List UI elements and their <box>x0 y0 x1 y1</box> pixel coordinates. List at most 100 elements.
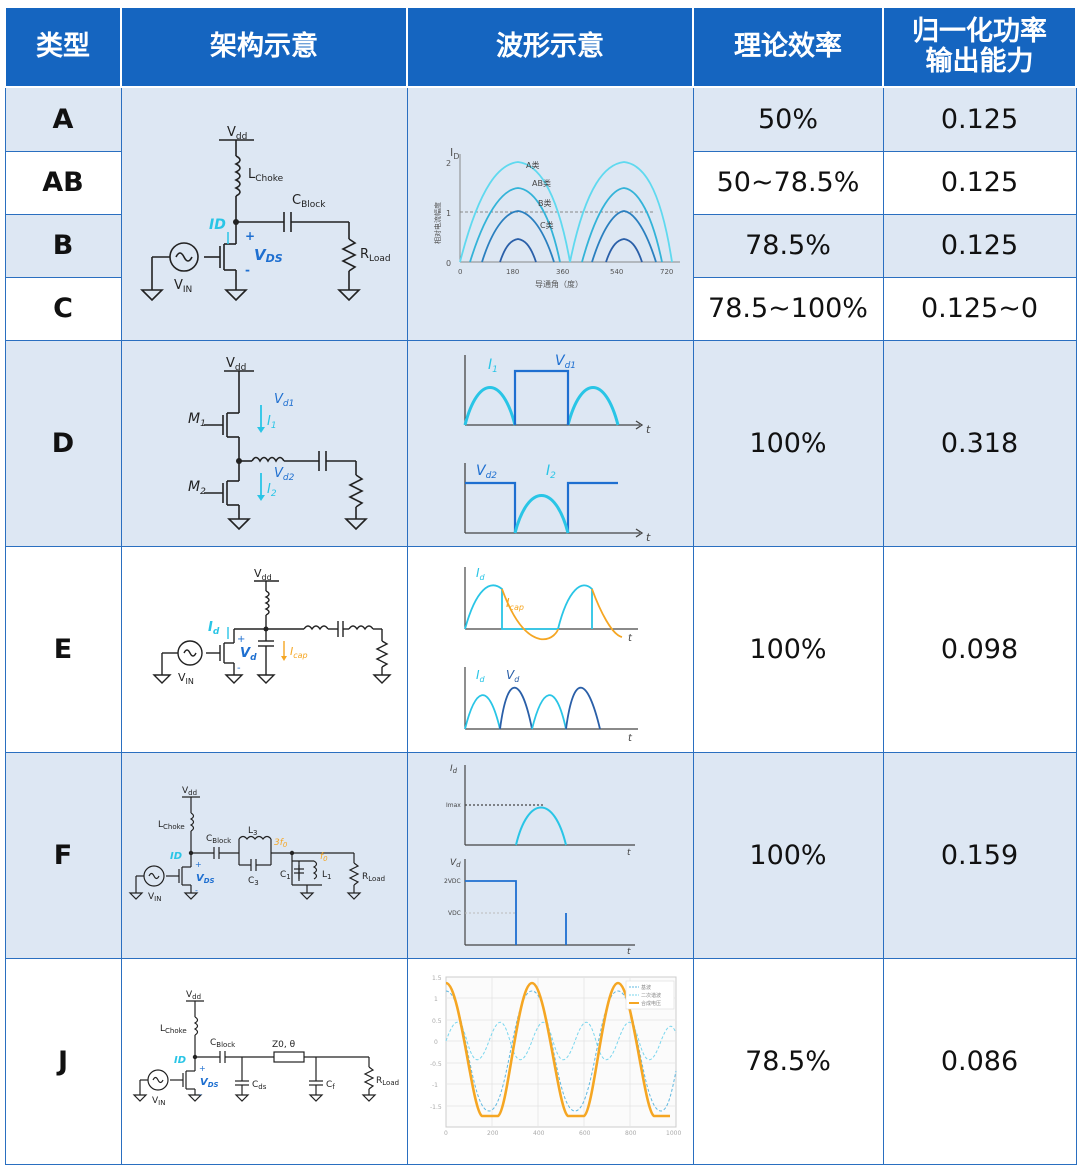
e-wave-vd: V <box>506 668 515 682</box>
svg-text:VIN: VIN <box>178 671 194 686</box>
j-combined-wave <box>445 981 670 1118</box>
power-cell-d: 0.318 <box>882 339 1077 547</box>
svg-text:Vd1: Vd1 <box>274 392 294 409</box>
j-minus: - <box>199 1090 202 1099</box>
d-vd1-wave <box>513 369 570 425</box>
legend-ab: AB类 <box>532 178 551 188</box>
svg-text:Vd2: Vd2 <box>476 463 497 481</box>
f-vdc-label: VDC <box>448 910 461 917</box>
j-legend-2: 合成电压 <box>641 1000 661 1007</box>
e-icap-label: I <box>290 645 293 658</box>
architecture-cell-j: Vdd LChoke CBlock Z0, θ Cds Cf RLoad VIN… <box>120 957 408 1165</box>
svg-text:C1: C1 <box>280 870 291 881</box>
e-plus: + <box>237 634 245 645</box>
f-rload-label: R <box>362 872 368 882</box>
svg-text:VDS: VDS <box>196 873 215 885</box>
class-c-curve-1 <box>499 237 537 263</box>
f-imax-label: Imax <box>446 802 461 809</box>
svg-text:CBlock: CBlock <box>206 834 232 845</box>
m2-label: M <box>188 479 200 495</box>
svg-text:ID: ID <box>450 146 459 161</box>
waveform-cell-f: Id Imax Vd 2VDC VDC t t <box>406 751 694 959</box>
class-d-waveform-chart: I1 Vd1 Vd2 I2 t t <box>463 353 651 543</box>
class-abc-waveform-chart: ID 0 1 2 0 180 360 540 720 导通角（度） 相对电流幅度… <box>433 146 680 289</box>
svg-text:Cds: Cds <box>252 1080 267 1091</box>
svg-text:I2: I2 <box>546 463 556 481</box>
f-id-label: ID <box>170 851 182 862</box>
d-vd2-label: V <box>274 466 284 481</box>
j-ytick-4: -0.5 <box>430 1061 442 1068</box>
power-cell-a: 0.125 <box>882 86 1077 152</box>
svg-text:Vd2: Vd2 <box>274 466 295 483</box>
type-cell-j: J <box>4 957 122 1165</box>
svg-text:Vd: Vd <box>240 646 257 663</box>
d-vd2-wave-2 <box>566 481 618 533</box>
class-f-waveform-chart: Id Imax Vd 2VDC VDC t t <box>444 764 635 955</box>
svg-text:Id: Id <box>476 668 486 684</box>
svg-text:Id: Id <box>450 764 458 775</box>
svg-text:RLoad: RLoad <box>362 872 385 883</box>
table-row-f: F <box>4 751 1077 959</box>
j-rload-label: R <box>376 1076 382 1086</box>
e-minus: - <box>237 663 241 674</box>
class-a-curve-2 <box>569 160 673 262</box>
abc-x-axis-title: 导通角（度） <box>535 279 583 289</box>
legend-b: B类 <box>538 198 552 208</box>
efficiency-cell-c: 78.5~100% <box>692 276 884 341</box>
efficiency-cell-b: 78.5% <box>692 213 884 278</box>
svg-text:Vd1: Vd1 <box>555 353 576 371</box>
j-xtick-4: 800 <box>625 1130 637 1137</box>
f-id-wave <box>515 806 567 846</box>
f-minus: - <box>195 886 198 895</box>
f-wave-vd: V <box>450 858 457 868</box>
j-xtick-0: 0 <box>444 1130 448 1137</box>
vin-label: V <box>174 278 183 293</box>
d-wave-vd1: V <box>555 353 566 369</box>
class-d-circuit-diagram: Vdd M1 M2 Vd1 Vd2 I1 I2 <box>188 356 368 531</box>
f-c3-label: C <box>248 876 254 886</box>
abc-ytick-0: 0 <box>446 259 451 268</box>
abc-ytick-1: 1 <box>446 209 451 218</box>
f-lchoke-label: L <box>158 820 163 830</box>
f-wave-id: I <box>450 764 453 774</box>
table-row-ab: AB 50~78.5% 0.125 <box>4 150 1077 215</box>
svg-text:C3: C3 <box>248 876 259 887</box>
d-wave-i2: I <box>546 463 550 479</box>
j-xtick-2: 400 <box>533 1130 545 1137</box>
svg-text:Vdd: Vdd <box>254 567 272 582</box>
svg-text:3f0: 3f0 <box>274 838 288 849</box>
architecture-cell-abc: Vdd LChoke CBlock RLoad VIN ID + - VDS <box>120 86 408 341</box>
plus-sign: + <box>245 229 255 243</box>
class-e-waveform-chart: Id Icap Id Vd t t <box>464 566 638 744</box>
j-vds-label: V <box>200 1077 209 1088</box>
table-row-b: B 78.5% 0.125 <box>4 213 1077 278</box>
legend-c: C类 <box>540 220 554 230</box>
legend-a: A类 <box>526 160 539 170</box>
table-row-e: E <box>4 545 1077 753</box>
abc-xtick-0: 0 <box>458 268 462 276</box>
rload-label: R <box>360 247 369 262</box>
svg-text:Vd: Vd <box>450 858 461 869</box>
waveform-cell-d: I1 Vd1 Vd2 I2 t t <box>406 339 694 547</box>
svg-text:I2: I2 <box>267 482 277 499</box>
j-cblock-label: C <box>210 1038 216 1048</box>
f-t-axis-2: t <box>627 947 631 955</box>
abc-xtick-720: 720 <box>660 268 673 276</box>
cblock-label: C <box>292 193 301 208</box>
id-label: ID <box>209 217 226 233</box>
j-cds-label: C <box>252 1080 258 1090</box>
svg-text:VIN: VIN <box>152 1096 165 1107</box>
svg-text:I1: I1 <box>488 357 498 375</box>
j-ytick-1: 1 <box>434 996 438 1003</box>
d-i1-wave <box>463 386 517 426</box>
waveform-cell-j: 基波 二次谐波 合成电压 1.5 1 0.5 0 -0.5 -1 -1.5 0 … <box>406 957 694 1165</box>
f-l3-label: L <box>248 826 253 836</box>
type-cell-f: F <box>4 751 122 959</box>
f-vd-wave <box>465 880 517 945</box>
j-fundamental-wave <box>445 990 677 1112</box>
f-f0-label: f <box>320 852 325 862</box>
class-ab-curve-2 <box>581 186 663 262</box>
header-power: 归一化功率 输出能力 <box>882 6 1077 88</box>
svg-text:Vdd: Vdd <box>227 125 247 142</box>
power-cell-e: 0.098 <box>882 545 1077 753</box>
